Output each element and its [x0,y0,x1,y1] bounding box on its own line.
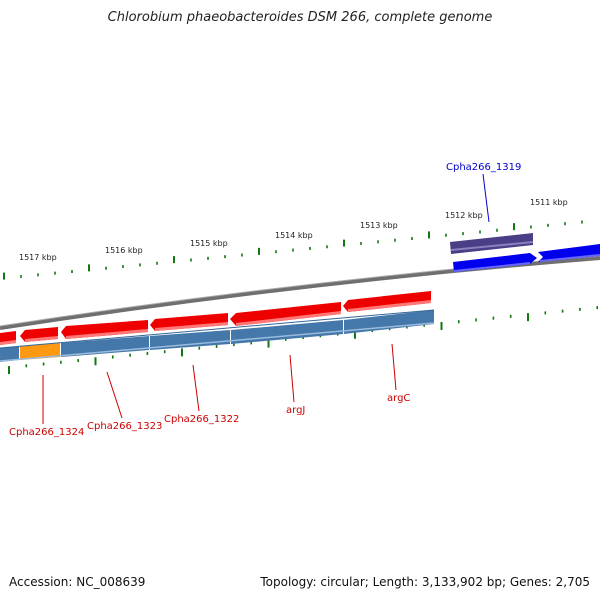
scale-label-1515: 1515 kbp [190,239,228,248]
accession-text: Accession: NC_008639 [9,575,146,589]
gene-label-argj[interactable]: argJ [286,405,305,416]
leader-cpha266-1323 [106,371,123,419]
gene-label-argc[interactable]: argC [387,393,410,404]
topology-text: Topology: circular; Length: 3,133,902 bp… [260,575,590,589]
reverse-gene-red-4[interactable] [150,313,228,331]
reverse-gene-red-2[interactable] [20,327,58,342]
forward-gene-blue-1[interactable] [453,253,537,272]
scale-label-1514: 1514 kbp [275,231,313,240]
forward-gene-blue-2[interactable] [538,244,600,262]
forward-gene-cpha266-1319[interactable] [450,233,533,254]
reverse-gene-red-6[interactable] [343,291,431,312]
reverse-gene-red-1[interactable] [0,331,16,345]
scale-label-1517: 1517 kbp [19,253,57,262]
scale-label-1512: 1512 kbp [445,211,483,220]
scale-label-1516: 1516 kbp [105,246,143,255]
gene-label-cpha266-1319[interactable]: Cpha266_1319 [446,162,521,173]
scale-label-1513: 1513 kbp [360,221,398,230]
scale-label-1511: 1511 kbp [530,198,568,207]
reverse-gene-red-3[interactable] [61,320,148,339]
leader-argj [289,354,295,403]
upper-scale-ticks [3,220,583,280]
gene-label-cpha266-1324[interactable]: Cpha266_1324 [9,427,84,438]
leader-cpha266-1319 [482,173,490,223]
gene-label-cpha266-1323[interactable]: Cpha266_1323 [87,421,162,432]
reverse-gene-red-5[interactable] [230,302,341,326]
leader-cpha266-1322 [192,364,200,412]
map-title: Chlorobium phaeobacteroides DSM 266, com… [107,10,493,25]
leader-argc [391,343,397,391]
cds-track [0,309,435,362]
gene-label-cpha266-1322[interactable]: Cpha266_1322 [164,414,239,425]
